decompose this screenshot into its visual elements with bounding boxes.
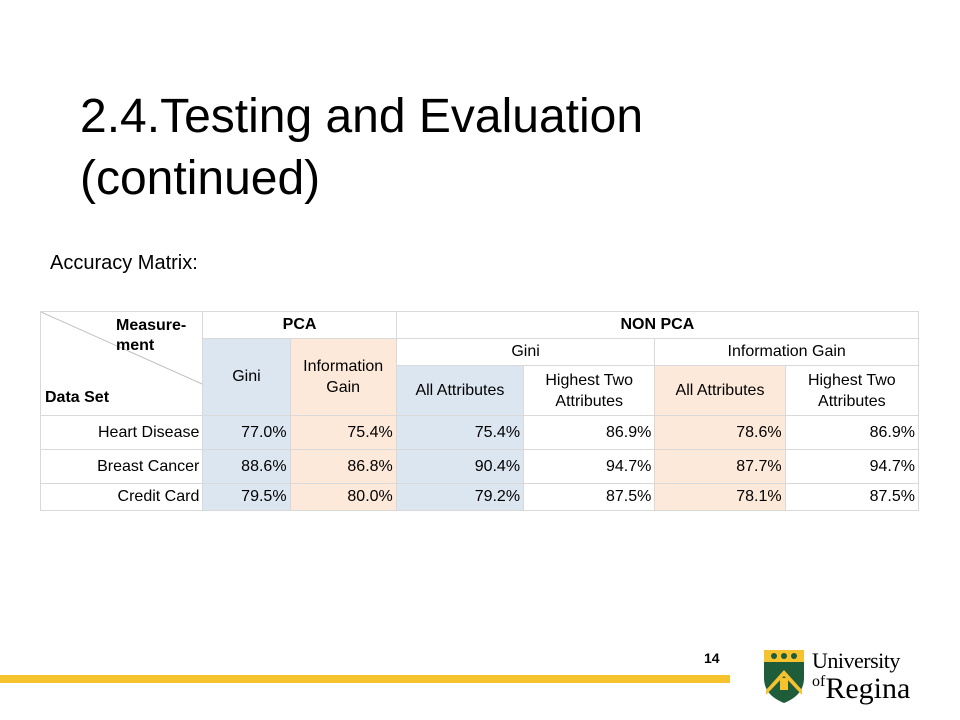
measurement-label: Measure- ment [116, 317, 187, 354]
value-cell: 75.4% [395, 415, 525, 450]
pca-info-gain-header: Information Gain [289, 338, 397, 416]
value-cell: 78.1% [654, 483, 786, 511]
table-row: Heart Disease 77.0% 75.4% 75.4% 86.9% 78… [39, 415, 920, 450]
nonpca-info-gain-header: Information Gain [654, 338, 919, 366]
value-cell: 88.6% [202, 449, 291, 484]
value-cell: 87.7% [654, 449, 786, 484]
value-cell: 80.0% [289, 483, 397, 511]
value-cell: 78.6% [654, 415, 786, 450]
nonpca-gini-header: Gini [395, 338, 656, 366]
ig-highest-two-header: Highest Two Attributes [784, 365, 920, 416]
table-row: Breast Cancer 88.6% 86.8% 90.4% 94.7% 87… [39, 449, 920, 484]
corner-diagonal-line [41, 312, 202, 415]
dataset-label: Data Set [45, 389, 110, 406]
value-cell: 79.5% [202, 483, 291, 511]
value-cell: 86.8% [289, 449, 397, 484]
footer-accent-bar [0, 675, 730, 683]
accuracy-matrix-table: Measure- ment Data Set PCA NON PCA Gini … [39, 311, 920, 511]
slide-title-line2: (continued) [80, 152, 321, 205]
value-cell: 94.7% [523, 449, 656, 484]
shield-icon [764, 650, 804, 703]
value-cell: 77.0% [202, 415, 291, 450]
ig-all-attributes-header: All Attributes [654, 365, 786, 416]
value-cell: 87.5% [523, 483, 656, 511]
dataset-cell: Credit Card [39, 483, 204, 511]
value-cell: 75.4% [289, 415, 397, 450]
gini-all-attributes-header: All Attributes [395, 365, 525, 416]
slide-title: 2.4.Testing and Evaluation (continued) [80, 86, 900, 210]
non-pca-group-header: NON PCA [395, 311, 920, 339]
logo-wordmark: University ofRegina [812, 648, 911, 705]
value-cell: 94.7% [784, 449, 920, 484]
dataset-cell: Heart Disease [39, 415, 204, 450]
value-cell: 86.9% [784, 415, 920, 450]
dataset-cell: Breast Cancer [39, 449, 204, 484]
table-row: Credit Card 79.5% 80.0% 79.2% 87.5% 78.1… [39, 483, 920, 511]
value-cell: 86.9% [523, 415, 656, 450]
gini-highest-two-header: Highest Two Attributes [523, 365, 656, 416]
university-logo: University ofRegina [762, 648, 932, 708]
value-cell: 79.2% [395, 483, 525, 511]
pca-group-header: PCA [202, 311, 397, 339]
accuracy-matrix-label: Accuracy Matrix: [50, 252, 198, 274]
page-number: 14 [704, 650, 720, 666]
value-cell: 87.5% [784, 483, 920, 511]
pca-gini-header: Gini [202, 338, 291, 416]
slide-title-line1: 2.4.Testing and Evaluation [80, 90, 644, 143]
table-corner-header: Measure- ment Data Set [39, 311, 204, 416]
value-cell: 90.4% [395, 449, 525, 484]
